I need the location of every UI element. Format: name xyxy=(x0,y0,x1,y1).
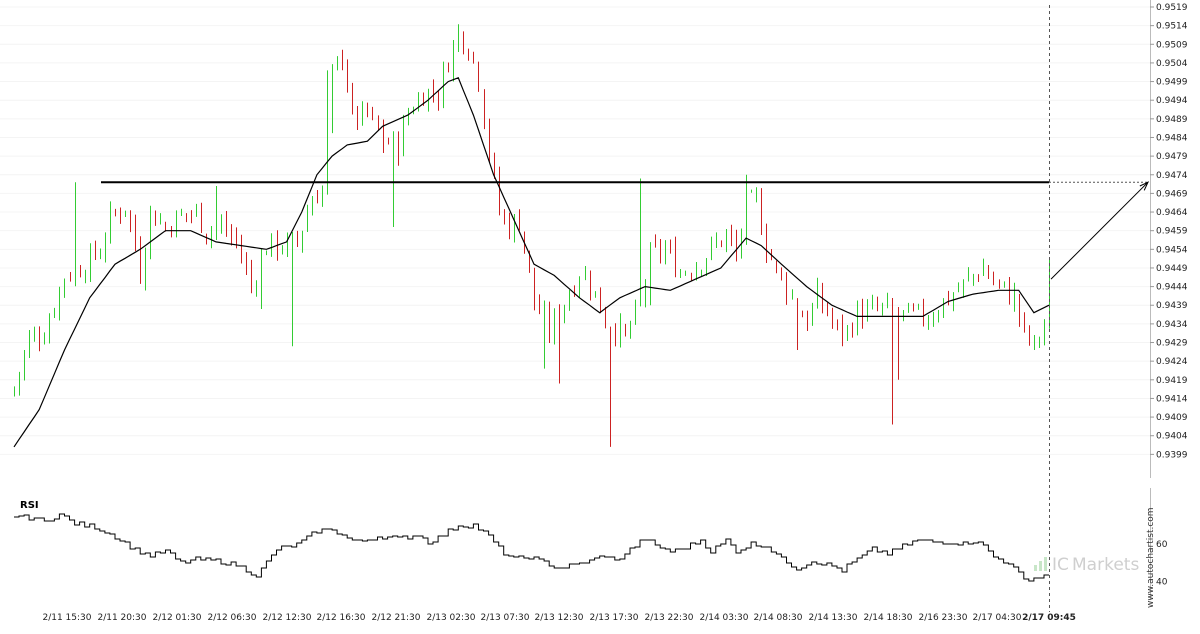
price-tick-label: 0.9514 xyxy=(1156,22,1188,32)
price-tick-label: 0.9489 xyxy=(1156,115,1188,125)
watermark: IC Markets www.autochartist.com xyxy=(1034,507,1156,608)
rsi-label: RSI xyxy=(20,500,39,511)
time-tick-label: 2/14 13:30 xyxy=(808,613,857,623)
forecast-arrowhead xyxy=(1139,181,1150,191)
time-tick-label: 2/17 09:45 xyxy=(1022,613,1076,623)
price-tick-label: 0.9519 xyxy=(1156,3,1188,13)
price-tick-label: 0.9459 xyxy=(1156,227,1188,237)
logo-bar-1 xyxy=(1034,565,1037,571)
resistance-level xyxy=(101,5,1150,612)
candles xyxy=(14,24,1050,447)
rsi-tick-label: 40 xyxy=(1156,577,1168,587)
time-tick-label: 2/12 01:30 xyxy=(152,613,201,623)
price-tick-label: 0.9439 xyxy=(1156,301,1188,311)
time-tick-label: 2/13 12:30 xyxy=(534,613,583,623)
price-tick-label: 0.9419 xyxy=(1156,376,1188,386)
price-tick-label: 0.9444 xyxy=(1156,283,1188,293)
price-tick-label: 0.9424 xyxy=(1156,357,1188,367)
price-tick-label: 0.9434 xyxy=(1156,320,1188,330)
logo-brand-text: Markets xyxy=(1072,555,1139,575)
logo-bar-3 xyxy=(1044,557,1047,571)
time-tick-label: 2/11 20:30 xyxy=(97,613,146,623)
logo-bar-2 xyxy=(1039,561,1042,571)
icmarkets-logo: IC Markets xyxy=(1034,555,1139,575)
price-tick-label: 0.9499 xyxy=(1156,78,1188,88)
rsi-tick-label: 60 xyxy=(1156,540,1168,550)
forecast-arrow xyxy=(1050,181,1149,280)
moving-average xyxy=(13,77,1050,448)
price-axis: 0.9519 0.9514 0.9509 0.9504 0.9499 0.9494 0.94… xyxy=(1150,0,1188,478)
time-tick-label: 2/14 08:30 xyxy=(753,613,802,623)
time-axis: 2/11 15:30 2/11 20:30 2/12 01:30 2/12 06:30… xyxy=(42,613,1075,623)
price-tick-label: 0.9464 xyxy=(1156,208,1188,218)
price-tick-label: 0.9399 xyxy=(1156,450,1188,460)
watermark-url: www.autochartist.com xyxy=(1146,507,1156,608)
price-tick-label: 0.9404 xyxy=(1156,432,1188,442)
price-tick-label: 0.9479 xyxy=(1156,152,1188,162)
time-tick-label: 2/14 03:30 xyxy=(699,613,748,623)
time-tick-label: 2/13 22:30 xyxy=(644,613,693,623)
price-tick-label: 0.9414 xyxy=(1156,394,1188,404)
price-tick-label: 0.9504 xyxy=(1156,59,1188,69)
time-tick-label: 2/17 04:30 xyxy=(972,613,1021,623)
rsi-panel: RSI 60 40 xyxy=(14,488,1168,600)
ma-line xyxy=(13,77,1050,448)
price-tick-label: 0.9494 xyxy=(1156,96,1188,106)
price-tick-label: 0.9509 xyxy=(1156,40,1188,50)
time-tick-label: 2/12 12:30 xyxy=(262,613,311,623)
logo-brand-prefix: IC xyxy=(1052,555,1069,575)
time-tick-label: 2/11 15:30 xyxy=(42,613,91,623)
price-tick-label: 0.9474 xyxy=(1156,171,1188,181)
rsi-line xyxy=(14,513,1049,582)
price-tick-label: 0.9484 xyxy=(1156,133,1188,143)
time-tick-label: 2/16 23:30 xyxy=(918,613,967,623)
grid xyxy=(0,6,1150,455)
time-tick-label: 2/14 18:30 xyxy=(863,613,912,623)
time-tick-label: 2/13 02:30 xyxy=(426,613,475,623)
price-tick-label: 0.9409 xyxy=(1156,413,1188,423)
time-tick-label: 2/12 06:30 xyxy=(207,613,256,623)
time-tick-label: 2/12 21:30 xyxy=(371,613,420,623)
time-tick-label: 2/12 16:30 xyxy=(316,613,365,623)
price-tick-label: 0.9469 xyxy=(1156,189,1188,199)
price-tick-label: 0.9429 xyxy=(1156,339,1188,349)
price-tick-label: 0.9454 xyxy=(1156,245,1188,255)
time-tick-label: 2/13 17:30 xyxy=(589,613,638,623)
time-tick-label: 2/13 07:30 xyxy=(480,613,529,623)
price-tick-label: 0.9449 xyxy=(1156,264,1188,274)
